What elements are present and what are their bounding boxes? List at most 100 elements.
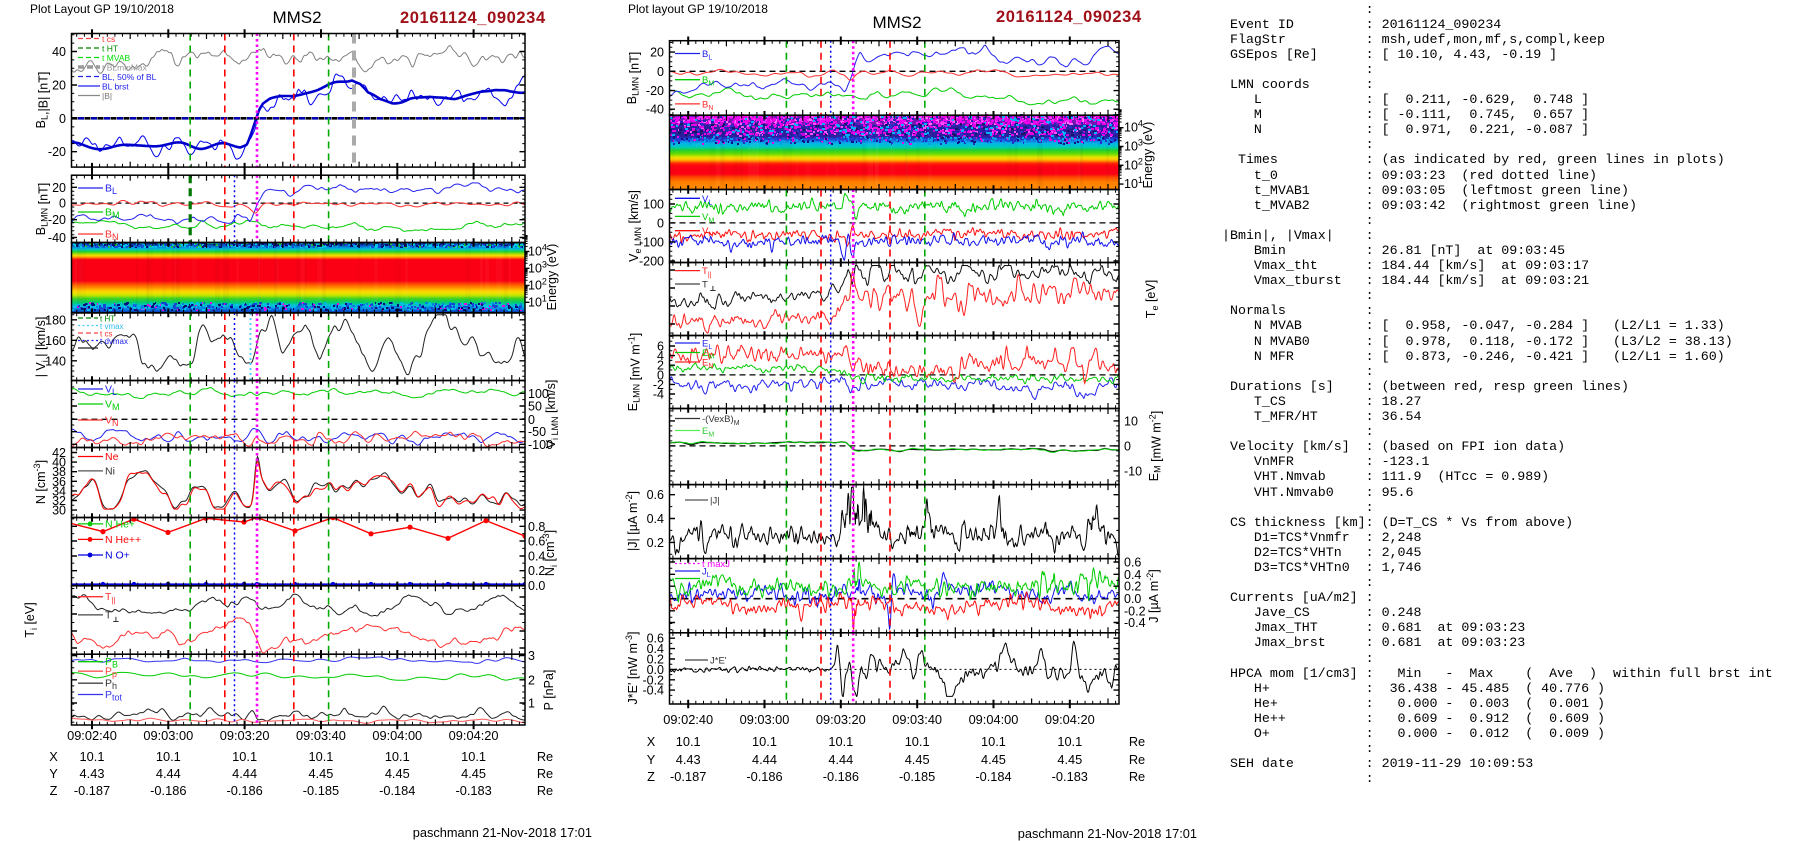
svg-text:paschmann 21-Nov-2018 17:01: paschmann 21-Nov-2018 17:01 xyxy=(1018,826,1197,841)
svg-text:09:04:00: 09:04:00 xyxy=(969,712,1019,727)
svg-text:4.44: 4.44 xyxy=(752,752,777,767)
svg-text:0.2: 0.2 xyxy=(1124,580,1141,594)
svg-text:VN: VN xyxy=(702,226,713,239)
svg-text:N [cm-3]: N [cm-3] xyxy=(32,460,48,504)
svg-text:-20: -20 xyxy=(48,213,66,227)
svg-text:2: 2 xyxy=(657,359,664,373)
svg-text:0.4: 0.4 xyxy=(647,642,664,656)
svg-text:t HT: t HT xyxy=(100,315,115,324)
svg-text:40: 40 xyxy=(52,456,66,470)
svg-text:-0.186: -0.186 xyxy=(226,783,262,798)
svg-text:10.1: 10.1 xyxy=(981,734,1006,749)
svg-text:-0.185: -0.185 xyxy=(899,769,935,784)
svg-text:BN: BN xyxy=(105,229,119,243)
svg-text:Ni: Ni xyxy=(105,465,115,477)
svg-text:20: 20 xyxy=(52,181,66,195)
svg-text:-0.2: -0.2 xyxy=(1124,604,1146,618)
svg-text:10.1: 10.1 xyxy=(676,734,701,749)
svg-text:1: 1 xyxy=(528,697,535,711)
svg-text:0.2: 0.2 xyxy=(528,564,545,578)
svg-text:0: 0 xyxy=(1124,439,1131,453)
svg-text:09:03:20: 09:03:20 xyxy=(220,728,270,743)
svg-text:0.6: 0.6 xyxy=(1124,556,1141,570)
svg-text:-20: -20 xyxy=(646,84,664,98)
svg-text:10.1: 10.1 xyxy=(156,749,181,764)
svg-text:0: 0 xyxy=(657,368,664,382)
svg-text:4.44: 4.44 xyxy=(828,752,853,767)
svg-text:Re: Re xyxy=(1129,734,1145,749)
svg-text:09:02:40: 09:02:40 xyxy=(663,712,713,727)
svg-text:-100: -100 xyxy=(528,438,553,452)
svg-text:|J|: |J| xyxy=(710,496,720,507)
svg-text:10.1: 10.1 xyxy=(232,749,257,764)
svg-text:|J| [µA m-2]: |J| [µA m-2] xyxy=(624,491,640,551)
svg-text:0.2: 0.2 xyxy=(647,653,664,667)
svg-text:BL,|B| [nT]: BL,|B| [nT] xyxy=(34,72,51,129)
svg-text:Plot layout GP 19/10/2018: Plot layout GP 19/10/2018 xyxy=(628,2,768,16)
svg-text:Z: Z xyxy=(647,769,655,784)
svg-text:-0.187: -0.187 xyxy=(74,783,110,798)
svg-text:BL brst: BL brst xyxy=(102,82,129,92)
svg-text:0.4: 0.4 xyxy=(528,550,545,564)
svg-text:-4: -4 xyxy=(653,388,664,402)
svg-text:4.44: 4.44 xyxy=(156,766,181,781)
svg-text:100: 100 xyxy=(528,387,549,401)
svg-text:-0.186: -0.186 xyxy=(823,769,859,784)
svg-text:09:03:20: 09:03:20 xyxy=(816,712,866,727)
svg-text:JL: JL xyxy=(702,567,711,580)
svg-text:30: 30 xyxy=(52,504,66,518)
svg-text:20161124_090234: 20161124_090234 xyxy=(400,9,546,27)
svg-text:EL: EL xyxy=(702,339,712,352)
svg-text:20: 20 xyxy=(52,79,66,93)
svg-text:10.1: 10.1 xyxy=(905,734,930,749)
svg-text:0: 0 xyxy=(59,112,66,126)
svg-text:MMS2: MMS2 xyxy=(272,8,321,27)
svg-text:|B|: |B| xyxy=(102,91,112,101)
svg-text:0: 0 xyxy=(528,413,535,427)
svg-text:3: 3 xyxy=(528,649,535,663)
svg-text:-0.186: -0.186 xyxy=(150,783,186,798)
svg-text:-0.183: -0.183 xyxy=(1052,769,1088,784)
svg-text:0.0: 0.0 xyxy=(647,663,664,677)
svg-text:-50: -50 xyxy=(528,425,546,439)
svg-text:0.0: 0.0 xyxy=(1124,592,1141,606)
svg-text:0: 0 xyxy=(657,216,664,230)
svg-text:32: 32 xyxy=(52,494,66,508)
svg-text:VL: VL xyxy=(105,384,117,398)
svg-text:Plot Layout GP 19/10/2018: Plot Layout GP 19/10/2018 xyxy=(30,2,174,16)
svg-text:4.43: 4.43 xyxy=(676,752,701,767)
svg-text:N He++: N He++ xyxy=(105,534,141,546)
svg-text:t maxJ: t maxJ xyxy=(702,559,730,570)
svg-text:Y: Y xyxy=(49,766,58,781)
svg-text:PB: PB xyxy=(105,656,118,670)
svg-text:4.45: 4.45 xyxy=(905,752,930,767)
svg-text:36: 36 xyxy=(52,475,66,489)
svg-text:0.0: 0.0 xyxy=(528,579,545,593)
svg-text:T||: T|| xyxy=(105,591,116,605)
svg-text:4: 4 xyxy=(657,349,664,363)
svg-text:Energy (eV): Energy (eV) xyxy=(545,244,559,311)
svg-text:10.1: 10.1 xyxy=(461,749,486,764)
svg-text:t cs: t cs xyxy=(100,330,112,339)
svg-text:VN: VN xyxy=(105,415,119,429)
svg-text:Ni [cm-3]: Ni [cm-3] xyxy=(541,530,559,576)
svg-text:-2: -2 xyxy=(653,378,664,392)
svg-text:09:03:40: 09:03:40 xyxy=(296,728,346,743)
svg-text:X: X xyxy=(647,734,656,749)
svg-text:T||: T|| xyxy=(702,266,712,279)
svg-text:09:03:00: 09:03:00 xyxy=(143,728,193,743)
svg-text:2: 2 xyxy=(528,673,535,687)
svg-text:-100: -100 xyxy=(639,235,664,249)
svg-text:-0.183: -0.183 xyxy=(455,783,491,798)
svg-text:BL, 50% of BL: BL, 50% of BL xyxy=(102,72,157,82)
svg-text:0.6: 0.6 xyxy=(647,632,664,646)
svg-text:N O+: N O+ xyxy=(105,550,130,562)
svg-text:-0.184: -0.184 xyxy=(975,769,1011,784)
svg-text:X: X xyxy=(49,749,58,764)
svg-text:38: 38 xyxy=(52,465,66,479)
svg-text:20161124_090234: 20161124_090234 xyxy=(996,8,1142,26)
svg-text:J*E' [nW m-3]: J*E' [nW m-3] xyxy=(624,632,640,705)
svg-text:ELMN [mV m-1]: ELMN [mV m-1] xyxy=(626,333,643,411)
svg-text:10.1: 10.1 xyxy=(752,734,777,749)
svg-text:BLMN [nT]: BLMN [nT] xyxy=(34,183,51,235)
